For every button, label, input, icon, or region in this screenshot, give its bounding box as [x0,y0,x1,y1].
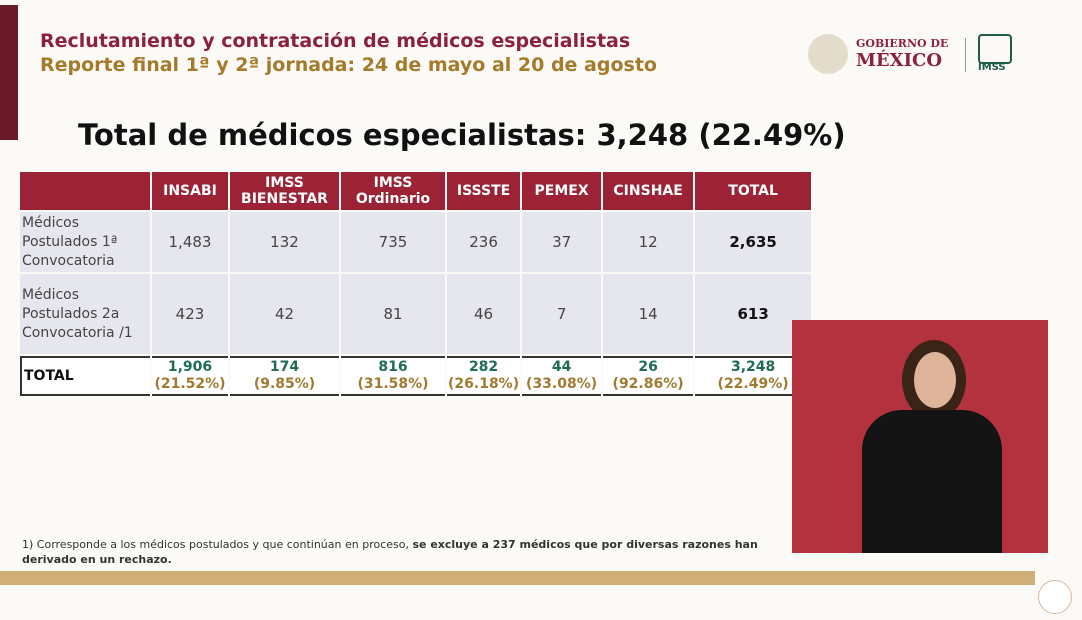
cell: 12 [603,212,694,272]
total-value: 44 [551,359,572,375]
corner-cell [20,172,150,210]
cell: 7 [522,274,602,354]
total-cell: 282 (26.18%) [447,356,521,396]
total-cell: 26 (92.86%) [603,356,694,396]
header-line2: Reporte final 1ª y 2ª jornada: 24 de may… [40,54,657,76]
footnote-bold: se excluye a 237 médicos que por diversa… [22,538,758,566]
cell: 81 [341,274,445,354]
emblem [808,34,848,74]
data-row: Médicos Postulados 2a Convocatoria /1 423… [20,274,812,354]
cell: 132 [230,212,339,272]
total-cell: 44 (33.08%) [522,356,602,396]
header-line1: Reclutamiento y contratación de médicos … [40,30,631,52]
column-header: IMSS BIENESTAR [230,172,339,210]
total-row: TOTAL 1,906 (21.52%) 174 (9.85%) 816 (31.58%) 2… [20,356,812,396]
cell: 423 [152,274,228,354]
bottom-band [0,571,1035,585]
data-table: INSABI IMSS BIENESTAR IMSS Ordinario ISSSTE… [18,170,813,398]
cell: 46 [447,274,521,354]
row-label: Médicos Postulados 2a Convocatoria /1 [20,274,150,354]
imss-text: IMSS [978,62,1006,73]
cell: 37 [522,212,602,272]
total-value: 26 [638,359,658,375]
cell: 735 [341,212,445,272]
total-value: 174 [269,359,300,375]
imss-icon [978,34,1012,64]
mexico-text: MÉXICO [856,50,943,71]
total-value: 1,906 [167,359,213,375]
column-header: INSABI [152,172,228,210]
total-cell: 3,248 (22.49%) [695,356,812,396]
footnote-text: 1) Corresponde a los médicos postulados … [22,538,413,551]
column-header: CINSHAE [603,172,694,210]
total-share: (22.49%) [717,376,789,392]
cell: 2,635 [695,212,812,272]
column-header: TOTAL [695,172,812,210]
column-header: PEMEX [522,172,602,210]
total-share: (21.52%) [154,376,226,392]
side-bar [0,5,18,140]
total-cell: 174 (9.85%) [230,356,339,396]
total-share: (9.85%) [253,376,316,392]
corner-seal [1038,580,1072,614]
column-header: IMSS Ordinario [341,172,445,210]
total-cell: 1,906 (21.52%) [152,356,228,396]
divider [965,38,966,72]
cell: 1,483 [152,212,228,272]
header-row: INSABI IMSS BIENESTAR IMSS Ordinario ISSSTE… [20,172,812,210]
interpreter-video [792,320,1048,553]
row-label: Médicos Postulados 1ª Convocatoria [20,212,150,272]
data-row: Médicos Postulados 1ª Convocatoria 1,483 1… [20,212,812,272]
column-header: ISSSTE [447,172,521,210]
total-share: (26.18%) [448,376,520,392]
total-share: (92.86%) [612,376,684,392]
gov-text: GOBIERNO DE [856,37,949,50]
cell: 42 [230,274,339,354]
footnote: 1) Corresponde a los médicos postulados … [22,537,782,567]
total-label: TOTAL [20,356,150,396]
cell: 14 [603,274,694,354]
cell: 613 [695,274,812,354]
total-value: 816 [378,359,408,375]
main-title: Total de médicos especialistas: 3,248 (2… [78,118,846,152]
total-cell: 816 (31.58%) [341,356,445,396]
total-share: (31.58%) [357,376,429,392]
cell: 236 [447,212,521,272]
total-value: 3,248 [730,359,776,375]
total-share: (33.08%) [526,376,598,392]
total-value: 282 [468,359,499,375]
